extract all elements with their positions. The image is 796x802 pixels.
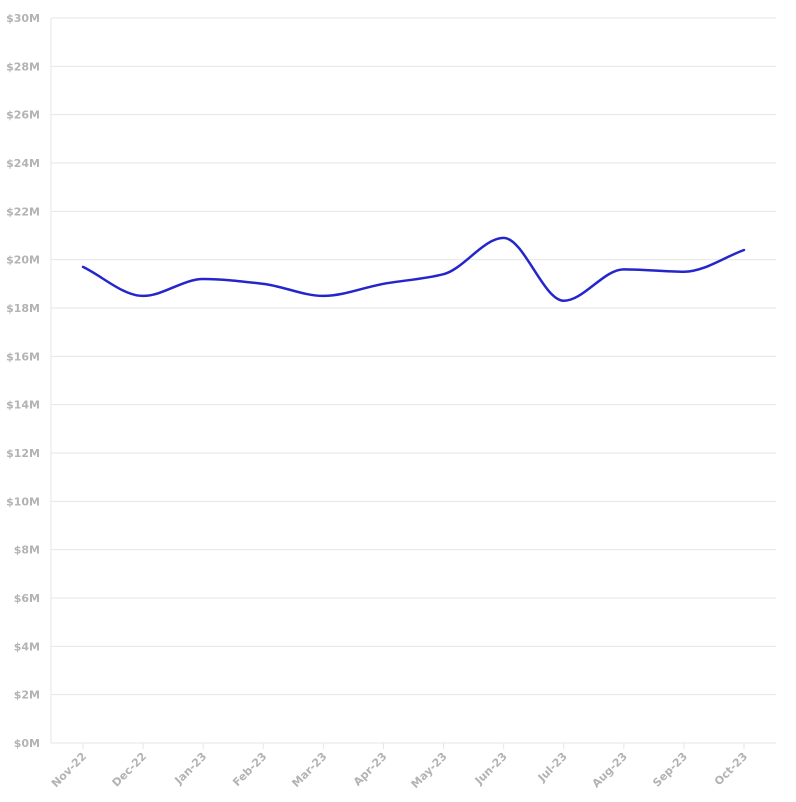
x-tick-label: Feb-23 [230, 750, 269, 789]
data-point [320, 293, 326, 299]
y-tick-label: $18M [6, 302, 40, 315]
data-point [260, 281, 266, 287]
data-point [380, 281, 386, 287]
y-tick-label: $30M [6, 12, 40, 25]
y-tick-label: $14M [6, 399, 40, 412]
x-tick-label: May-23 [409, 750, 450, 791]
data-point [741, 247, 747, 253]
y-tick-label: $10M [6, 495, 40, 508]
data-point [621, 266, 627, 272]
x-tick-label: Dec-22 [110, 750, 150, 790]
x-axis: Nov-22 Dec-22 Jan-23 Feb-23 Mar-23 Apr-23 May-… [49, 743, 750, 791]
y-tick-label: $8M [14, 544, 40, 557]
y-tick-label: $6M [14, 592, 40, 605]
y-tick-label: $26M [6, 109, 40, 122]
x-tick-label: Nov-22 [49, 750, 89, 790]
data-point [200, 276, 206, 282]
data-point [561, 298, 567, 304]
y-tick-label: $4M [14, 640, 40, 653]
x-tick-label: Jul-23 [535, 750, 570, 785]
series-group [80, 235, 747, 304]
data-point [681, 269, 687, 275]
series-line [81, 236, 746, 302]
y-tick-label: $22M [6, 205, 40, 218]
x-tick-label: Sep-23 [650, 750, 690, 790]
data-point [441, 271, 447, 277]
x-tick-label: Aug-23 [590, 750, 630, 790]
data-point [140, 293, 146, 299]
y-tick-label: $24M [6, 157, 40, 170]
y-tick-label: $2M [14, 689, 40, 702]
y-axis: $0M $2M $4M $6M $8M $10M $12M $14M $16M $18M $20M $… [6, 12, 52, 750]
data-point [501, 235, 507, 241]
x-tick-label: Jan-23 [172, 750, 210, 788]
x-tick-label: Apr-23 [351, 750, 390, 789]
x-tick-label: Oct-23 [712, 750, 750, 788]
y-tick-label: $20M [6, 254, 40, 267]
y-tick-label: $28M [6, 60, 40, 73]
x-tick-label: Jun-23 [472, 750, 510, 788]
x-tick-label: Mar-23 [289, 750, 329, 790]
y-tick-label: $12M [6, 447, 40, 460]
gridlines [51, 17, 776, 744]
y-tick-label: $0M [14, 737, 40, 750]
data-point [80, 264, 86, 270]
y-tick-label: $16M [6, 350, 40, 363]
